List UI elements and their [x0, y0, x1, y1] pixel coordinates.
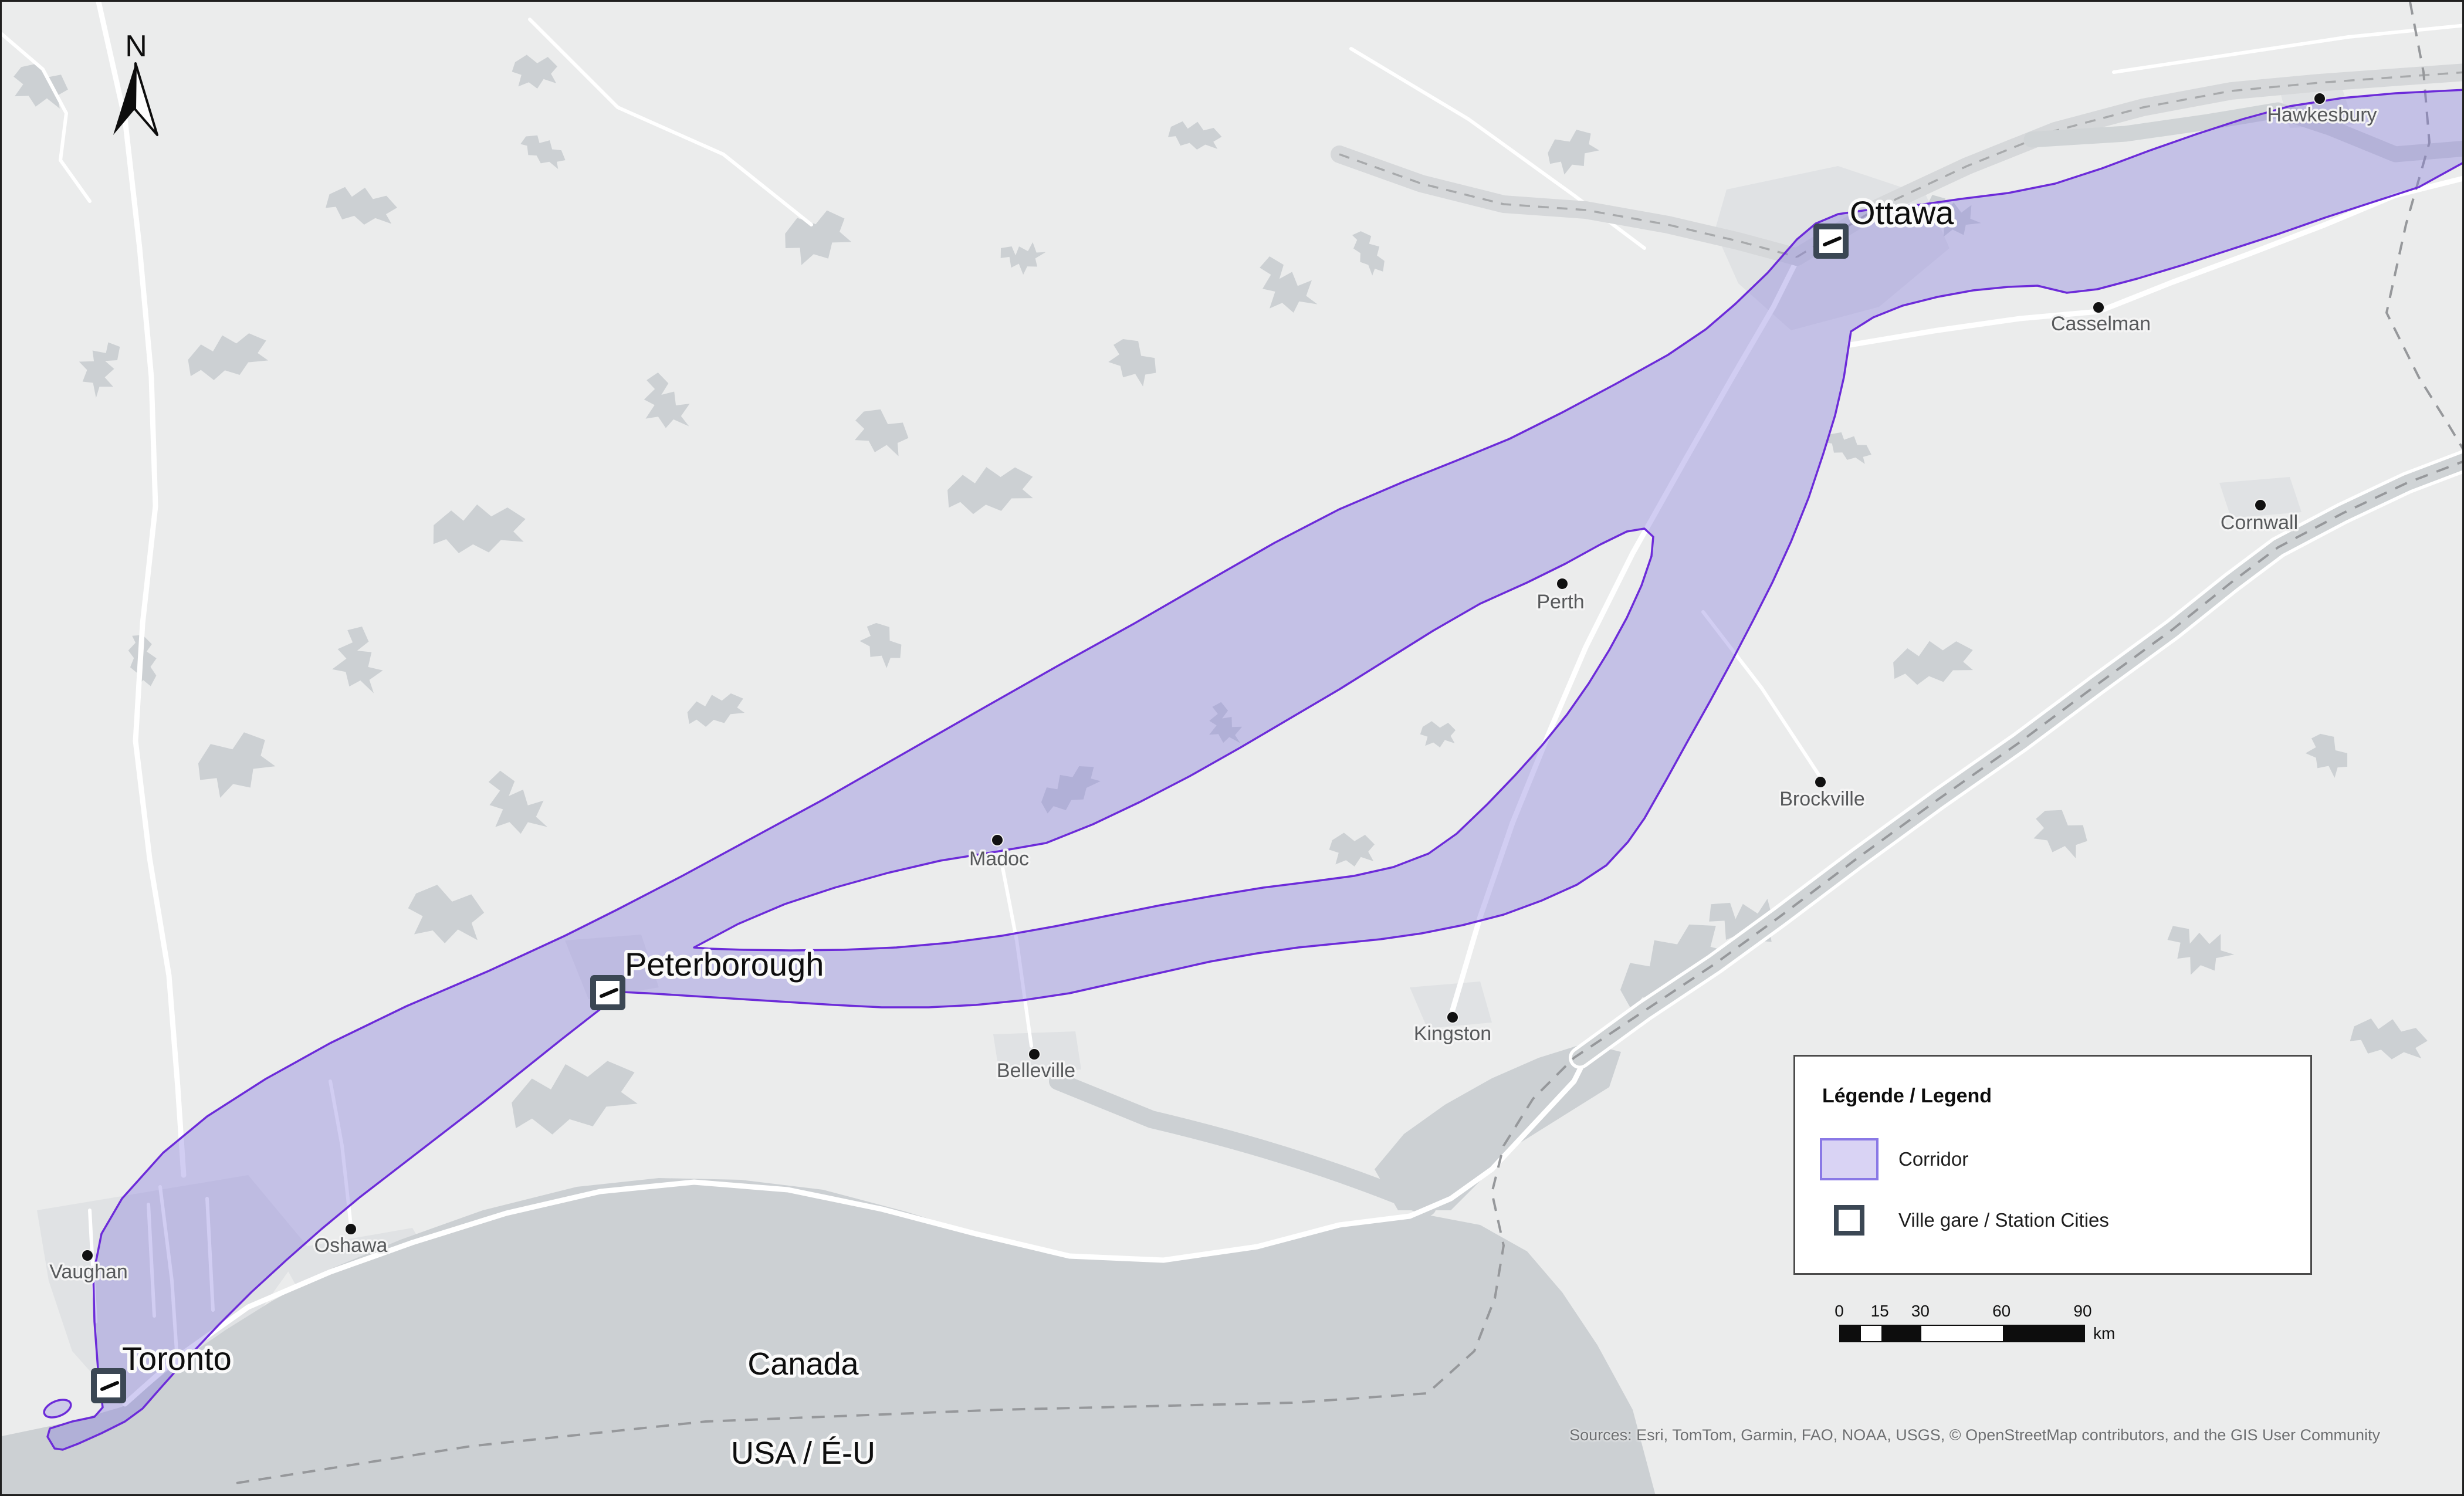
scale-tick-label: 60 — [1992, 1302, 2011, 1320]
city-label: Hawkesbury — [2267, 104, 2377, 126]
legend-panel: Légende / Legend Corridor Ville gare / S… — [1793, 1055, 2312, 1275]
city-dot — [81, 1249, 94, 1262]
station-label: Ottawa — [1850, 194, 1954, 231]
scale-bar: 0 15 30 60 90 km — [1835, 1302, 2116, 1343]
roads — [2, 2, 2462, 1407]
city-label: Casselman — [2051, 313, 2151, 335]
legend-item-label: Corridor — [1898, 1148, 1969, 1170]
city-label: Brockville — [1779, 788, 1864, 810]
city-dot — [2313, 92, 2326, 105]
scale-tick-label: 15 — [1870, 1302, 1889, 1320]
country-label-canada: Canada — [747, 1346, 859, 1382]
corridor-swatch — [1820, 1138, 1879, 1180]
city-vaughan[interactable]: Vaughan — [48, 1249, 130, 1285]
scale-bar-unit: km — [2093, 1324, 2116, 1342]
city-label: Cornwall — [2221, 512, 2298, 534]
cities-layer: Vaughan Oshawa Madoc Belleville Kingston Pert… — [48, 92, 2379, 1285]
north-arrow-label: N — [125, 29, 147, 63]
city-label: Vaughan — [49, 1261, 128, 1283]
scale-tick-label: 90 — [2073, 1302, 2092, 1320]
city-casselman[interactable]: Casselman — [2049, 301, 2153, 337]
scale-bar-segments — [1839, 1325, 2085, 1342]
city-perth[interactable]: Perth — [1535, 577, 1586, 615]
city-dot — [1446, 1011, 1459, 1024]
legend-item-corridor[interactable]: Corridor — [1819, 1138, 2310, 1180]
station-label: Toronto — [122, 1340, 232, 1377]
city-dot — [2254, 499, 2267, 512]
city-brockville[interactable]: Brockville — [1778, 776, 1867, 813]
station-tick-icon — [100, 1381, 119, 1391]
north-arrow: N — [113, 29, 158, 136]
corridor-polygon[interactable] — [46, 89, 2464, 1451]
city-oshawa[interactable]: Oshawa — [312, 1223, 390, 1259]
lake-ontario — [2, 1178, 1656, 1494]
station-tick-icon — [600, 988, 618, 998]
city-label: Belleville — [997, 1060, 1075, 1082]
legend-item-label: Ville gare / Station Cities — [1898, 1209, 2109, 1231]
city-dot — [1814, 776, 1827, 788]
city-cornwall[interactable]: Cornwall — [2218, 499, 2300, 536]
quebec-border — [2385, 2, 2462, 450]
stations-layer: Toronto Peterborough Ottawa — [91, 191, 1958, 1403]
scale-tick-label: 0 — [1835, 1302, 1844, 1320]
city-label: Perth — [1536, 591, 1584, 613]
legend-title: Légende / Legend — [1822, 1085, 1992, 1107]
station-city-peterborough[interactable]: Peterborough — [590, 943, 827, 1010]
legend-item-station-cities[interactable]: Ville gare / Station Cities — [1819, 1205, 2310, 1236]
station-city-ottawa[interactable]: Ottawa — [1813, 191, 1958, 259]
station-label: Peterborough — [625, 946, 824, 983]
city-dot — [2092, 301, 2105, 314]
scale-bar-ticks: 0 15 30 60 90 — [1835, 1302, 2115, 1322]
corridor-tail-loop — [43, 1399, 72, 1419]
attribution-text: Sources: Esri, TomTom, Garmin, FAO, NOAA… — [1569, 1426, 2380, 1444]
scale-tick-label: 30 — [1911, 1302, 1930, 1320]
city-label: Oshawa — [314, 1234, 388, 1257]
city-hawkesbury[interactable]: Hawkesbury — [2265, 92, 2379, 128]
station-city-toronto[interactable]: Toronto — [91, 1337, 235, 1403]
city-dot — [344, 1223, 357, 1236]
station-city-swatch — [1834, 1205, 1864, 1236]
city-dot — [1028, 1048, 1041, 1061]
kingston-waters — [1375, 1043, 1621, 1210]
city-kingston[interactable]: Kingston — [1412, 1011, 1494, 1047]
station-tick-icon — [1823, 236, 1842, 246]
city-madoc[interactable]: Madoc — [967, 834, 1031, 872]
city-label: Kingston — [1414, 1023, 1491, 1045]
city-label: Madoc — [969, 848, 1029, 870]
city-dot — [991, 834, 1004, 847]
city-dot — [1556, 577, 1569, 590]
borders — [236, 2, 2462, 1484]
country-label-usa: USA / É-U — [731, 1436, 875, 1471]
city-belleville[interactable]: Belleville — [994, 1048, 1078, 1084]
